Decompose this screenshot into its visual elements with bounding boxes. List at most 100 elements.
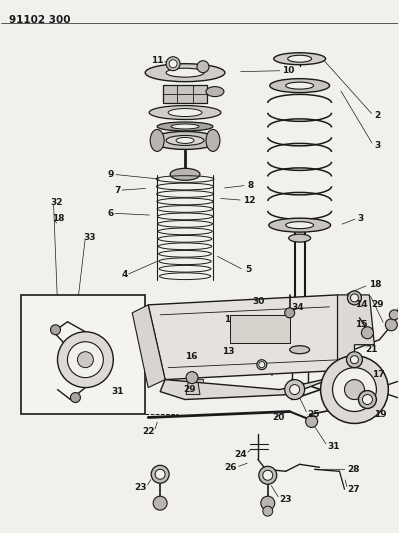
Text: 3: 3 bbox=[374, 141, 381, 150]
Ellipse shape bbox=[290, 346, 310, 354]
Text: 29: 29 bbox=[371, 301, 384, 309]
Circle shape bbox=[263, 506, 273, 516]
Circle shape bbox=[362, 394, 372, 405]
Text: 31: 31 bbox=[328, 442, 340, 451]
Circle shape bbox=[259, 362, 265, 368]
Text: 25: 25 bbox=[308, 410, 320, 419]
Circle shape bbox=[169, 60, 177, 68]
Text: 24: 24 bbox=[234, 450, 247, 459]
Text: 2: 2 bbox=[374, 111, 381, 120]
Circle shape bbox=[57, 332, 113, 387]
Text: 13: 13 bbox=[222, 347, 235, 356]
Circle shape bbox=[344, 379, 364, 400]
Circle shape bbox=[358, 391, 376, 408]
Circle shape bbox=[263, 470, 273, 480]
Text: 30: 30 bbox=[253, 297, 265, 306]
Circle shape bbox=[77, 352, 93, 368]
Text: 26: 26 bbox=[224, 463, 237, 472]
Text: 11: 11 bbox=[151, 56, 163, 65]
Ellipse shape bbox=[274, 53, 326, 64]
Text: 18: 18 bbox=[369, 280, 382, 289]
Text: 14: 14 bbox=[356, 301, 368, 309]
Text: 9: 9 bbox=[108, 170, 114, 179]
Ellipse shape bbox=[206, 130, 220, 151]
Text: 3: 3 bbox=[358, 214, 364, 223]
Circle shape bbox=[285, 308, 295, 318]
Text: 1: 1 bbox=[224, 316, 230, 324]
Bar bbox=[163, 85, 207, 102]
Circle shape bbox=[385, 319, 397, 331]
Circle shape bbox=[332, 368, 376, 411]
Text: 18: 18 bbox=[53, 214, 65, 223]
Ellipse shape bbox=[171, 124, 199, 129]
Circle shape bbox=[51, 325, 61, 335]
Circle shape bbox=[350, 294, 358, 302]
Circle shape bbox=[155, 469, 165, 479]
Circle shape bbox=[285, 379, 304, 400]
Circle shape bbox=[257, 360, 267, 370]
Bar bbox=[193, 378, 203, 385]
Text: 15: 15 bbox=[356, 320, 368, 329]
Bar bbox=[230, 315, 290, 343]
Text: 21: 21 bbox=[365, 345, 378, 354]
Circle shape bbox=[306, 416, 318, 427]
Circle shape bbox=[151, 465, 169, 483]
Text: 19: 19 bbox=[374, 410, 387, 419]
Ellipse shape bbox=[288, 55, 312, 62]
Ellipse shape bbox=[168, 109, 202, 117]
Text: 5: 5 bbox=[245, 265, 251, 274]
Circle shape bbox=[67, 342, 103, 377]
Ellipse shape bbox=[206, 87, 224, 96]
Ellipse shape bbox=[286, 222, 314, 229]
Text: 27: 27 bbox=[348, 484, 360, 494]
Ellipse shape bbox=[170, 168, 200, 180]
Text: 23: 23 bbox=[280, 495, 292, 504]
Polygon shape bbox=[160, 358, 354, 400]
Text: 32: 32 bbox=[51, 198, 63, 207]
Circle shape bbox=[261, 496, 275, 510]
Ellipse shape bbox=[149, 106, 221, 119]
Text: 22: 22 bbox=[143, 427, 155, 436]
Text: 7: 7 bbox=[114, 186, 120, 195]
Text: 23: 23 bbox=[135, 483, 147, 492]
Text: 20: 20 bbox=[273, 413, 285, 422]
Circle shape bbox=[259, 466, 277, 484]
Text: 10: 10 bbox=[282, 66, 294, 75]
Circle shape bbox=[197, 61, 209, 72]
Ellipse shape bbox=[166, 68, 204, 77]
Ellipse shape bbox=[145, 64, 225, 82]
Bar bbox=[21, 295, 145, 415]
Text: 17: 17 bbox=[372, 370, 385, 379]
Text: 91102 300: 91102 300 bbox=[9, 15, 70, 25]
Ellipse shape bbox=[166, 135, 204, 146]
Ellipse shape bbox=[176, 138, 194, 143]
Polygon shape bbox=[186, 383, 200, 394]
Text: 28: 28 bbox=[348, 465, 360, 474]
Ellipse shape bbox=[286, 82, 314, 89]
Ellipse shape bbox=[157, 122, 213, 131]
Ellipse shape bbox=[150, 130, 164, 151]
Text: 12: 12 bbox=[243, 196, 255, 205]
Text: 33: 33 bbox=[83, 232, 96, 241]
Text: 29: 29 bbox=[184, 385, 196, 394]
Circle shape bbox=[361, 327, 373, 339]
Circle shape bbox=[320, 356, 388, 423]
Polygon shape bbox=[338, 295, 374, 370]
Circle shape bbox=[348, 291, 361, 305]
Text: 34: 34 bbox=[292, 303, 304, 312]
Ellipse shape bbox=[151, 132, 219, 149]
Ellipse shape bbox=[269, 218, 330, 232]
Circle shape bbox=[166, 56, 180, 71]
Circle shape bbox=[186, 372, 198, 384]
Circle shape bbox=[346, 352, 362, 368]
Circle shape bbox=[153, 496, 167, 510]
Circle shape bbox=[350, 356, 358, 364]
Text: 6: 6 bbox=[107, 209, 113, 217]
Polygon shape bbox=[148, 295, 354, 379]
Text: 8: 8 bbox=[248, 181, 254, 190]
Text: 16: 16 bbox=[186, 352, 198, 361]
Circle shape bbox=[71, 393, 81, 402]
Polygon shape bbox=[132, 305, 165, 387]
Text: 4: 4 bbox=[122, 270, 128, 279]
Ellipse shape bbox=[289, 234, 310, 242]
